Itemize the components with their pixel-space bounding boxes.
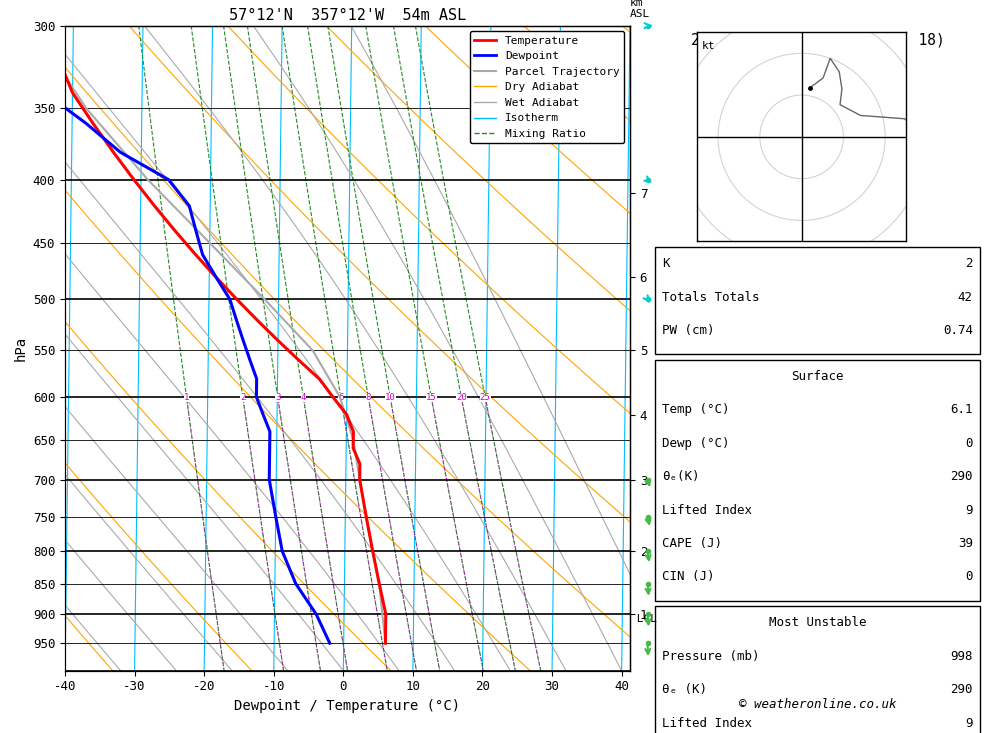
Bar bbox=[655, 360, 980, 600]
Text: Most Unstable: Most Unstable bbox=[769, 616, 866, 630]
Text: 42: 42 bbox=[958, 290, 973, 303]
Text: 1: 1 bbox=[184, 392, 189, 402]
Text: LCL: LCL bbox=[630, 614, 657, 624]
Text: Dewp (°C): Dewp (°C) bbox=[662, 437, 730, 450]
Text: Temp (°C): Temp (°C) bbox=[662, 403, 730, 416]
Y-axis label: hPa: hPa bbox=[13, 336, 27, 361]
Text: PW (cm): PW (cm) bbox=[662, 324, 715, 337]
Text: 15: 15 bbox=[426, 392, 437, 402]
Text: 25: 25 bbox=[480, 392, 491, 402]
X-axis label: Dewpoint / Temperature (°C): Dewpoint / Temperature (°C) bbox=[234, 699, 461, 713]
Text: 6.1: 6.1 bbox=[950, 403, 973, 416]
Text: 9: 9 bbox=[965, 504, 973, 517]
Text: θₑ(K): θₑ(K) bbox=[662, 470, 700, 483]
Text: 26.04.2024  00GMT  (Base: 18): 26.04.2024 00GMT (Base: 18) bbox=[691, 32, 944, 48]
Text: 10: 10 bbox=[385, 392, 396, 402]
Text: 290: 290 bbox=[950, 683, 973, 696]
Text: 20: 20 bbox=[456, 392, 467, 402]
Text: Pressure (mb): Pressure (mb) bbox=[662, 650, 760, 663]
Text: 6: 6 bbox=[338, 392, 343, 402]
Text: 998: 998 bbox=[950, 650, 973, 663]
Text: Lifted Index: Lifted Index bbox=[662, 504, 752, 517]
Bar bbox=[655, 606, 980, 733]
Text: 39: 39 bbox=[958, 537, 973, 550]
Text: km
ASL: km ASL bbox=[630, 0, 650, 19]
Text: 0.74: 0.74 bbox=[943, 324, 973, 337]
Text: kt: kt bbox=[701, 41, 715, 51]
Text: 3: 3 bbox=[275, 392, 280, 402]
Text: 2: 2 bbox=[240, 392, 245, 402]
Text: Totals Totals: Totals Totals bbox=[662, 290, 760, 303]
Bar bbox=[655, 247, 980, 354]
Text: CAPE (J): CAPE (J) bbox=[662, 537, 722, 550]
Text: © weatheronline.co.uk: © weatheronline.co.uk bbox=[739, 699, 896, 711]
Text: CIN (J): CIN (J) bbox=[662, 570, 715, 583]
Text: 2: 2 bbox=[965, 257, 973, 270]
Text: θₑ (K): θₑ (K) bbox=[662, 683, 707, 696]
Text: 0: 0 bbox=[965, 570, 973, 583]
Text: Lifted Index: Lifted Index bbox=[662, 717, 752, 730]
Legend: Temperature, Dewpoint, Parcel Trajectory, Dry Adiabat, Wet Adiabat, Isotherm, Mi: Temperature, Dewpoint, Parcel Trajectory… bbox=[470, 32, 624, 144]
Text: 290: 290 bbox=[950, 470, 973, 483]
Text: 0: 0 bbox=[965, 437, 973, 450]
Text: Surface: Surface bbox=[791, 370, 844, 383]
Text: 4: 4 bbox=[301, 392, 306, 402]
Title: 57°12'N  357°12'W  54m ASL: 57°12'N 357°12'W 54m ASL bbox=[229, 8, 466, 23]
Text: 8: 8 bbox=[366, 392, 371, 402]
Text: K: K bbox=[662, 257, 670, 270]
Text: 9: 9 bbox=[965, 717, 973, 730]
